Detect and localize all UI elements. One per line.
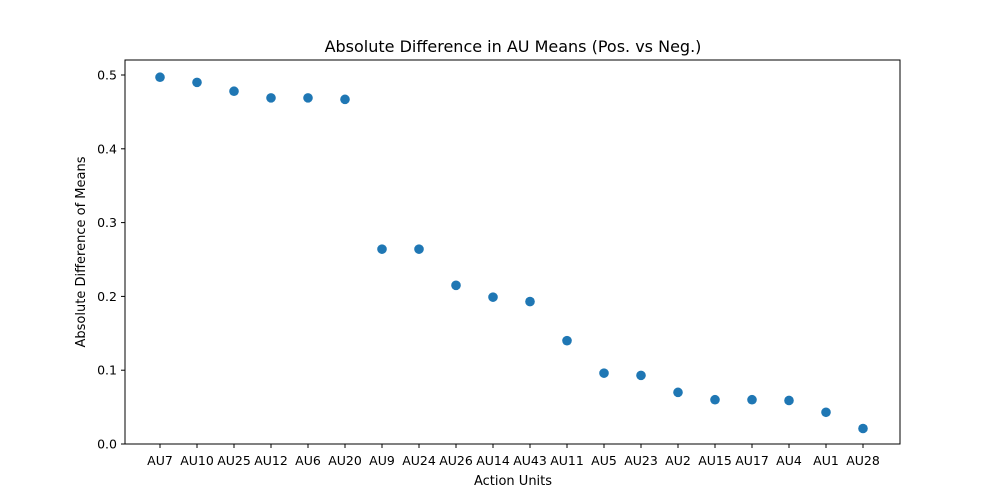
data-point-au11 [562,335,572,346]
data-point-au20 [340,94,350,105]
data-point-au25 [229,86,239,97]
data-point-au10 [192,77,202,88]
x-tick-label: AU24 [402,453,436,468]
y-tick-label: 0.4 [97,141,117,156]
x-tick-label: AU11 [550,453,584,468]
x-tick-label: AU10 [180,453,214,468]
x-tick-label: AU25 [217,453,251,468]
data-point-au1 [821,407,831,418]
data-point-au12 [266,93,276,103]
x-tick-label: AU6 [295,453,321,468]
y-tick-label: 0.0 [97,437,117,452]
y-tick-label: 0.1 [97,363,117,378]
data-point-au4 [784,395,794,406]
x-tick-label: AU9 [369,453,395,468]
data-point-au17 [747,394,757,405]
data-point-au7 [155,72,165,83]
plot-area: 0.0 0.1 0.2 0.3 0.4 0.5 AU7 AU10 AU25 AU12 AU6 AU20… [97,68,880,469]
x-tick-label: AU14 [476,453,510,468]
data-point-au26 [451,280,461,291]
x-tick-label: AU23 [624,453,658,468]
data-point-au9 [377,244,387,254]
data-point-au24 [414,244,424,254]
data-point-au15 [710,394,720,405]
x-tick-label: AU5 [591,453,617,468]
y-axis-label: Absolute Difference of Means [74,156,89,347]
data-point-au2 [673,387,683,398]
x-tick-label: AU1 [813,453,839,468]
y-tick-label: 0.3 [97,215,117,230]
plot-frame [124,59,901,445]
y-tick-label: 0.2 [97,289,117,304]
data-point-au5 [599,368,609,378]
x-tick-label: AU20 [328,453,362,468]
x-tick-label: AU17 [735,453,769,468]
x-tick-label: AU43 [513,453,547,468]
data-point-au6 [303,93,313,103]
x-axis-label: Action Units [474,474,552,489]
x-tick-label: AU12 [254,453,288,468]
x-tick-label: AU15 [698,453,732,468]
x-tick-label: AU4 [776,453,802,468]
x-tick-label: AU26 [439,453,473,468]
data-point-au14 [488,292,498,302]
x-tick-label: AU2 [665,453,691,468]
data-point-au23 [636,370,646,381]
data-point-au43 [525,296,535,307]
chart-title: Absolute Difference in AU Means (Pos. vs… [325,37,702,56]
x-tick-label: AU7 [147,453,173,468]
x-tick-label: AU28 [846,453,880,468]
data-point-au28 [858,423,868,434]
y-tick-label: 0.5 [97,68,117,83]
